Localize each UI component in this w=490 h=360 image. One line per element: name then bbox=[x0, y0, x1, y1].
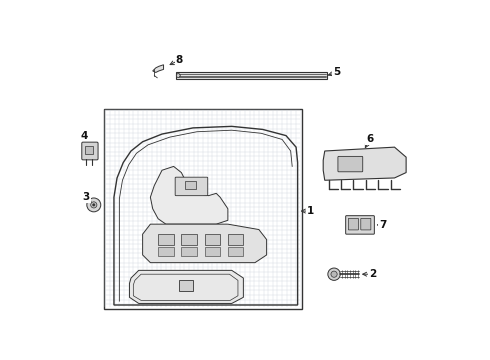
Polygon shape bbox=[143, 224, 267, 263]
FancyBboxPatch shape bbox=[175, 177, 208, 195]
Bar bbox=[176, 72, 327, 78]
Circle shape bbox=[331, 271, 337, 277]
Text: 7: 7 bbox=[379, 220, 387, 230]
Text: 1: 1 bbox=[307, 206, 315, 216]
FancyBboxPatch shape bbox=[348, 219, 359, 230]
Text: 2: 2 bbox=[369, 269, 376, 279]
Polygon shape bbox=[150, 166, 228, 224]
FancyBboxPatch shape bbox=[82, 142, 98, 160]
Text: 4: 4 bbox=[81, 131, 88, 141]
Bar bbox=[205, 234, 220, 245]
Bar bbox=[104, 109, 301, 309]
Circle shape bbox=[91, 202, 97, 208]
Bar bbox=[181, 234, 197, 245]
Text: 3: 3 bbox=[82, 192, 90, 202]
Bar bbox=[205, 247, 220, 256]
Text: 8: 8 bbox=[175, 55, 183, 65]
Polygon shape bbox=[129, 270, 244, 303]
Bar bbox=[181, 247, 197, 256]
Circle shape bbox=[328, 268, 340, 280]
Text: 5: 5 bbox=[333, 67, 340, 77]
Bar bbox=[228, 234, 244, 245]
Circle shape bbox=[176, 73, 180, 77]
Bar bbox=[179, 280, 193, 291]
Bar bbox=[85, 147, 93, 154]
FancyBboxPatch shape bbox=[338, 156, 363, 172]
FancyBboxPatch shape bbox=[345, 216, 374, 234]
Circle shape bbox=[93, 204, 95, 206]
Bar bbox=[158, 234, 173, 245]
Bar bbox=[185, 181, 196, 189]
Polygon shape bbox=[153, 65, 164, 72]
Text: 6: 6 bbox=[366, 134, 373, 144]
FancyBboxPatch shape bbox=[361, 219, 371, 230]
Bar bbox=[158, 247, 173, 256]
Circle shape bbox=[87, 198, 101, 212]
Bar bbox=[228, 247, 244, 256]
Polygon shape bbox=[323, 147, 406, 180]
